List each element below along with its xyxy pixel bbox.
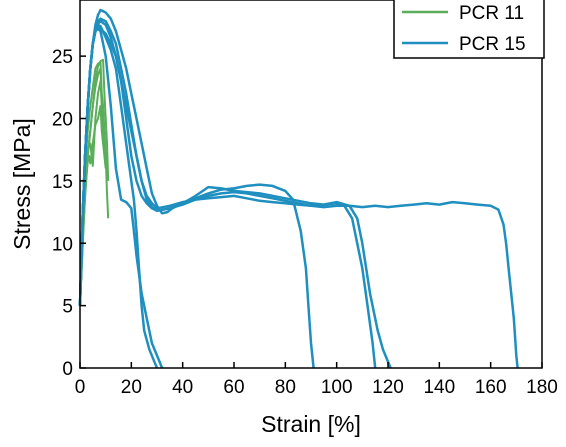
curve-pcr-15-6 bbox=[78, 17, 519, 369]
y-tick-label: 20 bbox=[52, 110, 73, 131]
y-tick-label: 5 bbox=[62, 297, 73, 318]
curve-pcr-11-5 bbox=[79, 67, 105, 306]
curves-layer bbox=[78, 8, 519, 369]
x-tick-label: 0 bbox=[75, 377, 86, 398]
legend-box bbox=[393, 0, 545, 59]
x-tick-label: 80 bbox=[275, 377, 296, 398]
y-axis-title: Stress [MPa] bbox=[9, 118, 35, 250]
plot-frame bbox=[79, 0, 543, 369]
legend: PCR 11 PCR 15 bbox=[393, 0, 545, 59]
x-tick-label: 140 bbox=[423, 377, 455, 398]
x-tick-label: 40 bbox=[172, 377, 193, 398]
y-tick-label: 15 bbox=[52, 172, 73, 193]
curve-pcr-15-5 bbox=[78, 24, 392, 369]
series-pcr-15 bbox=[78, 8, 519, 369]
legend-label-pcr-11: PCR 11 bbox=[459, 3, 524, 24]
x-tick-label: 20 bbox=[121, 377, 142, 398]
axis-ticks: 0 20 40 60 80 100 120 140 160 180 0 5 10 15 20 25 bbox=[52, 47, 558, 398]
x-tick-label: 120 bbox=[372, 377, 404, 398]
x-tick-label: 100 bbox=[321, 377, 353, 398]
x-tick-label: 60 bbox=[223, 377, 244, 398]
curve-pcr-15-3 bbox=[78, 19, 377, 369]
x-axis-title: Strain [%] bbox=[261, 411, 361, 437]
legend-label-pcr-15: PCR 15 bbox=[459, 34, 526, 55]
y-tick-label: 25 bbox=[52, 47, 73, 68]
series-pcr-11 bbox=[79, 58, 110, 306]
y-tick-label: 10 bbox=[52, 234, 73, 255]
x-tick-label: 180 bbox=[526, 377, 558, 398]
x-tick-label: 160 bbox=[475, 377, 507, 398]
curve-pcr-15-2 bbox=[78, 8, 315, 369]
y-tick-label: 0 bbox=[62, 359, 73, 380]
